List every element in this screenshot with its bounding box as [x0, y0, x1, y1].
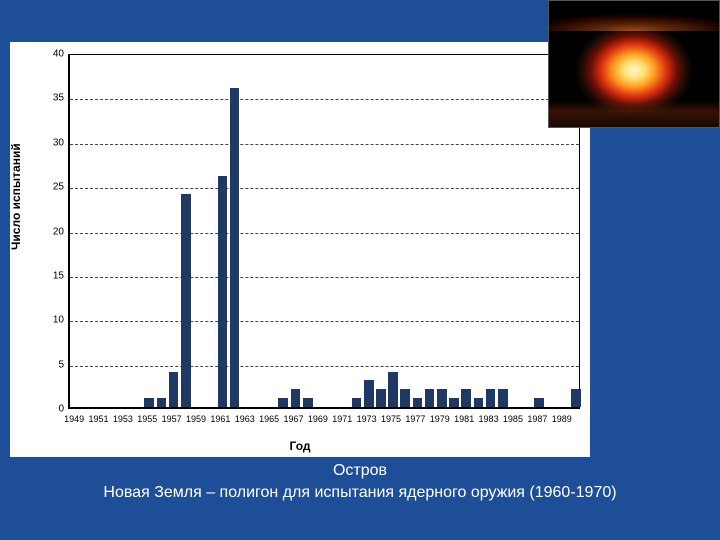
bar	[181, 194, 191, 407]
gridline	[70, 277, 579, 278]
gridline	[70, 144, 579, 145]
xtick-label: 1957	[162, 414, 182, 424]
chart-container: Число испытаний Год 0 5 10 15 20 25 30 35 40 1949…	[10, 42, 590, 457]
xtick-label: 1963	[235, 414, 255, 424]
gridline	[70, 188, 579, 189]
caption-line-2: Новая Земля – полигон для испытания ядер…	[0, 482, 720, 504]
ytick-label: 30	[53, 137, 64, 148]
xtick-label: 1989	[552, 414, 572, 424]
xtick-label: 1969	[308, 414, 328, 424]
bar	[449, 398, 459, 407]
bar	[364, 380, 374, 407]
nuclear-explosion-image	[548, 0, 720, 128]
ytick-label: 15	[53, 270, 64, 281]
bar	[157, 398, 167, 407]
plot-area	[68, 54, 580, 409]
xtick-label: 1955	[137, 414, 157, 424]
gridline	[70, 366, 579, 367]
bar	[144, 398, 154, 407]
xtick-label: 1973	[357, 414, 377, 424]
ytick-label: 10	[53, 315, 64, 326]
xtick-label: 1975	[381, 414, 401, 424]
bar	[352, 398, 362, 407]
ytick-label: 35	[53, 93, 64, 104]
xtick-label: 1965	[259, 414, 279, 424]
caption-line-1: Остров	[0, 460, 720, 482]
gridline	[70, 321, 579, 322]
bar	[486, 389, 496, 407]
xtick-label: 1967	[284, 414, 304, 424]
xtick-label: 1953	[113, 414, 133, 424]
bar	[218, 176, 228, 407]
bar	[169, 372, 179, 408]
xtick-label: 1985	[503, 414, 523, 424]
x-axis-label: Год	[290, 439, 311, 453]
bar	[376, 389, 386, 407]
bar	[474, 398, 484, 407]
xtick-label: 1959	[186, 414, 206, 424]
xtick-label: 1971	[332, 414, 352, 424]
bar	[388, 372, 398, 408]
bar	[425, 389, 435, 407]
bar	[291, 389, 301, 407]
ytick-label: 20	[53, 226, 64, 237]
xtick-label: 1951	[88, 414, 108, 424]
bar	[278, 398, 288, 407]
xtick-label: 1949	[64, 414, 84, 424]
xtick-label: 1977	[405, 414, 425, 424]
ytick-label: 5	[58, 359, 64, 370]
xtick-label: 1987	[527, 414, 547, 424]
ytick-label: 0	[58, 404, 64, 415]
ytick-label: 25	[53, 182, 64, 193]
xtick-label: 1981	[454, 414, 474, 424]
bar	[413, 398, 423, 407]
bar	[230, 88, 240, 408]
bar	[534, 398, 544, 407]
bar	[437, 389, 447, 407]
bar	[461, 389, 471, 407]
gridline	[70, 99, 579, 100]
caption: Остров Новая Земля – полигон для испытан…	[0, 460, 720, 505]
y-axis-label: Число испытаний	[9, 143, 23, 250]
bar	[498, 389, 508, 407]
xtick-label: 1961	[210, 414, 230, 424]
bar	[571, 389, 581, 407]
bar	[303, 398, 313, 407]
xtick-label: 1979	[430, 414, 450, 424]
bar	[400, 389, 410, 407]
ytick-label: 40	[53, 49, 64, 60]
xtick-label: 1983	[479, 414, 499, 424]
gridline	[70, 233, 579, 234]
